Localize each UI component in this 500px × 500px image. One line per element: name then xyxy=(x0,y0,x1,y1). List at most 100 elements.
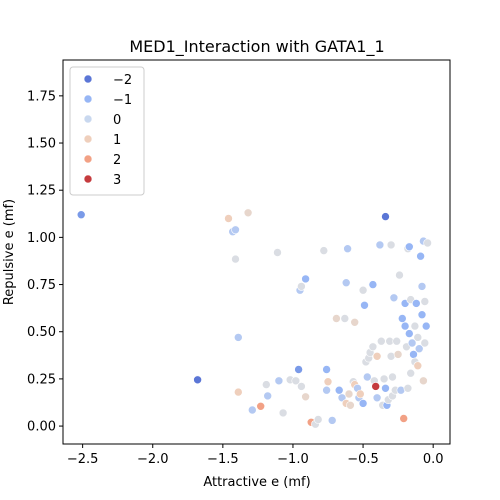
y-tick-label: 1.00 xyxy=(27,231,56,246)
legend-marker xyxy=(84,95,92,103)
points-layer xyxy=(77,209,431,428)
scatter-point xyxy=(314,416,322,424)
scatter-point xyxy=(248,406,256,414)
scatter-point xyxy=(332,315,340,323)
y-tick-label: 1.50 xyxy=(27,137,56,152)
y-axis-label: Repulsive e (mf) xyxy=(2,199,17,305)
scatter-point xyxy=(421,339,429,347)
legend-label: 3 xyxy=(113,173,121,188)
scatter-point xyxy=(414,362,422,370)
scatter-point xyxy=(376,241,384,249)
scatter-point xyxy=(194,376,202,384)
y-tick-label: 1.25 xyxy=(27,184,56,199)
y-tick-label: 1.75 xyxy=(27,89,56,104)
scatter-point xyxy=(225,215,233,223)
scatter-point xyxy=(324,378,332,386)
scatter-point xyxy=(411,322,419,330)
scatter-point xyxy=(369,343,377,351)
chart-title: MED1_Interaction with GATA1_1 xyxy=(129,37,384,57)
scatter-point xyxy=(297,282,305,290)
scatter-point xyxy=(274,249,282,257)
scatter-point xyxy=(328,416,336,424)
x-tick-label: −0.5 xyxy=(347,452,379,467)
scatter-point xyxy=(389,373,397,381)
scatter-point xyxy=(361,301,369,309)
scatter-point xyxy=(302,275,310,283)
scatter-point xyxy=(232,226,240,234)
scatter-point xyxy=(382,213,390,221)
scatter-point xyxy=(341,315,349,323)
scatter-point xyxy=(407,369,415,377)
scatter-point xyxy=(77,211,85,219)
scatter-point xyxy=(400,415,408,423)
scatter-point xyxy=(387,241,395,249)
y-tick-label: 0.25 xyxy=(27,372,56,387)
scatter-point xyxy=(373,352,381,360)
scatter-point xyxy=(275,377,283,385)
scatter-point xyxy=(398,315,406,323)
scatter-point xyxy=(404,384,412,392)
legend-box xyxy=(70,67,144,195)
scatter-point xyxy=(424,239,432,247)
scatter-point xyxy=(394,350,402,358)
scatter-point xyxy=(390,294,398,302)
scatter-point xyxy=(363,373,371,381)
scatter-point xyxy=(401,322,409,330)
scatter-point xyxy=(369,281,377,289)
scatter-point xyxy=(295,366,303,374)
scatter-point xyxy=(257,402,265,410)
legend-label: −2 xyxy=(113,73,132,88)
legend-marker xyxy=(84,135,92,143)
scatter-point xyxy=(244,209,252,217)
scatter-point xyxy=(323,386,331,394)
scatter-point xyxy=(396,271,404,279)
x-tick-label: −1.0 xyxy=(277,452,309,467)
scatter-point xyxy=(418,282,426,290)
scatter-point xyxy=(373,394,381,402)
scatter-point xyxy=(232,255,240,263)
legend-marker xyxy=(84,75,92,83)
scatter-point xyxy=(417,252,425,260)
legend-marker xyxy=(84,115,92,123)
scatter-point xyxy=(262,381,270,389)
scatter-point xyxy=(380,375,388,383)
legend-marker xyxy=(84,155,92,163)
scatter-point xyxy=(412,299,420,307)
x-axis-label: Attractive e (mf) xyxy=(203,475,310,490)
scatter-point xyxy=(393,337,401,345)
x-tick-label: 0.0 xyxy=(423,452,444,467)
scatter-point xyxy=(351,318,359,326)
legend-marker xyxy=(84,175,92,183)
scatter-point xyxy=(418,311,426,319)
x-tick-label: −1.5 xyxy=(207,452,239,467)
scatter-point xyxy=(405,330,413,338)
scatter-point xyxy=(419,377,427,385)
legend: −2 −1 0 1 2 3 xyxy=(70,67,144,195)
y-tick-label: 0.00 xyxy=(27,420,56,435)
scatter-point xyxy=(342,279,350,287)
scatter-point xyxy=(320,247,328,255)
scatter-point xyxy=(323,366,331,374)
scatter-point xyxy=(344,245,352,253)
scatter-point xyxy=(234,388,242,396)
scatter-point xyxy=(335,386,343,394)
scatter-point xyxy=(414,333,422,341)
scatter-point xyxy=(356,390,364,398)
scatter-point xyxy=(234,333,242,341)
x-tick-label: −2.5 xyxy=(67,452,99,467)
scatter-point xyxy=(346,401,354,409)
y-tick-label: 0.50 xyxy=(27,325,56,340)
scatter-point xyxy=(372,382,380,390)
scatter-point xyxy=(345,390,353,398)
legend-label: −1 xyxy=(113,93,132,108)
scatter-point xyxy=(382,384,390,392)
scatter-point xyxy=(421,298,429,306)
scatter-point xyxy=(359,286,367,294)
legend-label: 2 xyxy=(113,153,121,168)
y-tick-label: 0.75 xyxy=(27,278,56,293)
scatter-point xyxy=(297,382,305,390)
scatter-point xyxy=(264,392,272,400)
legend-label: 1 xyxy=(113,133,121,148)
scatter-point xyxy=(377,337,385,345)
